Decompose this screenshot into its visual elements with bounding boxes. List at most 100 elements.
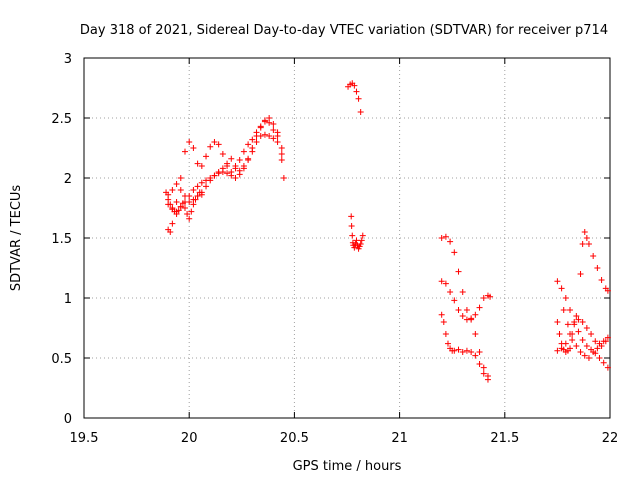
y-tick-label: 0 xyxy=(64,412,72,427)
y-tick-label: 2.5 xyxy=(51,112,72,127)
data-point xyxy=(596,355,603,361)
data-point xyxy=(577,271,584,277)
data-point xyxy=(173,181,180,187)
data-point xyxy=(569,337,576,343)
data-point xyxy=(270,135,277,142)
data-point xyxy=(270,121,277,127)
series-arc-4a xyxy=(554,278,611,371)
series-arc-3a xyxy=(438,233,491,379)
data-point xyxy=(583,325,590,331)
data-point xyxy=(585,241,592,247)
data-point xyxy=(278,157,285,163)
data-point xyxy=(560,307,567,313)
data-point xyxy=(351,244,358,251)
data-point xyxy=(472,352,479,359)
data-point xyxy=(186,215,193,222)
data-point xyxy=(463,347,470,354)
data-point xyxy=(440,319,447,325)
data-point xyxy=(219,165,226,172)
data-point xyxy=(245,155,252,162)
data-point xyxy=(600,359,607,366)
data-point xyxy=(451,347,458,354)
data-point xyxy=(167,201,174,208)
data-point xyxy=(181,205,188,211)
data-point xyxy=(598,343,605,349)
data-point xyxy=(585,355,592,361)
data-point xyxy=(194,160,201,167)
data-point xyxy=(577,349,584,355)
data-point xyxy=(476,349,483,355)
data-point xyxy=(236,157,243,163)
data-point xyxy=(357,241,364,247)
series-arc-2b xyxy=(348,213,366,252)
data-point xyxy=(266,133,273,139)
data-point xyxy=(179,200,186,207)
data-point xyxy=(558,345,565,352)
data-point xyxy=(455,307,462,313)
data-point xyxy=(604,334,611,341)
data-point xyxy=(278,145,285,151)
data-point xyxy=(558,285,565,292)
x-tick-label: 20.5 xyxy=(280,431,309,446)
data-point xyxy=(579,241,586,247)
data-point xyxy=(562,295,569,301)
data-point xyxy=(463,316,470,323)
data-point xyxy=(215,169,222,175)
data-point xyxy=(358,237,365,244)
data-point xyxy=(480,370,487,377)
series-arc-4d xyxy=(560,307,609,361)
data-point xyxy=(163,189,170,196)
data-point xyxy=(442,280,449,287)
data-point xyxy=(353,237,360,244)
x-tick-label: 20 xyxy=(181,431,198,446)
data-point xyxy=(198,179,205,186)
data-point xyxy=(459,349,466,355)
series-arc-2a xyxy=(345,80,364,115)
y-tick-labels: 0 0.5 1 1.5 2 2.5 3 xyxy=(51,52,72,427)
data-point xyxy=(348,213,355,220)
data-point xyxy=(590,253,597,259)
data-point xyxy=(184,211,191,217)
data-point xyxy=(442,233,449,240)
data-point xyxy=(588,331,595,337)
data-point xyxy=(567,345,574,352)
data-point xyxy=(562,340,569,347)
data-point xyxy=(190,201,197,208)
data-point xyxy=(554,319,561,325)
data-point xyxy=(181,148,188,155)
grid-lines xyxy=(84,58,610,418)
data-point xyxy=(198,191,205,198)
data-point xyxy=(359,232,366,239)
data-point xyxy=(186,139,193,145)
data-point xyxy=(447,238,454,245)
data-point xyxy=(451,249,458,256)
data-point xyxy=(215,141,222,148)
axis-ticks xyxy=(83,57,611,419)
data-point xyxy=(472,331,479,337)
series-arc-4c xyxy=(554,316,611,354)
data-point xyxy=(169,205,176,211)
data-point xyxy=(438,311,445,318)
y-tick-label: 2 xyxy=(64,172,72,187)
data-point xyxy=(583,343,590,349)
data-point xyxy=(224,170,231,177)
data-point xyxy=(487,293,494,300)
data-point xyxy=(177,175,184,181)
data-point xyxy=(173,211,180,217)
data-point xyxy=(581,352,588,359)
data-point xyxy=(274,129,281,136)
data-point xyxy=(249,145,256,151)
data-point xyxy=(190,145,197,151)
chart-title: Day 318 of 2021, Sidereal Day-to-day VTE… xyxy=(80,23,608,38)
series-arc-3b xyxy=(438,278,494,323)
data-point xyxy=(186,193,193,199)
data-point xyxy=(590,349,597,355)
data-point xyxy=(348,223,355,229)
data-point xyxy=(228,169,235,175)
data-point xyxy=(604,364,611,371)
data-point xyxy=(224,163,231,169)
data-point xyxy=(192,196,199,203)
data-point xyxy=(444,340,451,347)
series-arc-3c xyxy=(438,311,491,383)
data-point xyxy=(459,313,466,319)
